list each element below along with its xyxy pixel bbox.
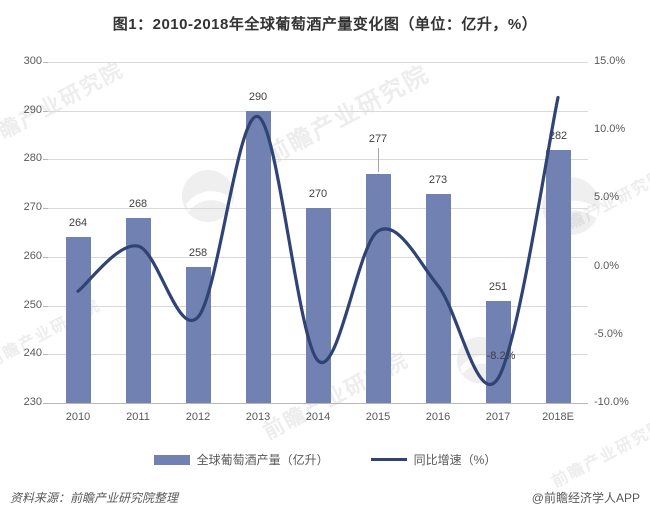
legend-label-production: 全球葡萄酒产量（亿升）	[196, 453, 329, 467]
credit: @前瞻经济学人APP	[531, 491, 640, 505]
line-series-swatch	[370, 458, 407, 461]
bar-2014	[305, 208, 331, 403]
bar-label-2018E: 282	[548, 129, 568, 142]
x-tick-2014: 2014	[305, 411, 331, 423]
x-tick-2016: 2016	[425, 411, 451, 423]
x-tick-2010: 2010	[65, 411, 91, 423]
bar-label-2012: 258	[188, 246, 208, 259]
bar-2012	[185, 266, 211, 403]
x-tick-2017: 2017	[485, 411, 511, 423]
bar-label-2013: 290	[248, 90, 268, 103]
bar-label-leader-line	[378, 148, 379, 172]
y-axis-tick-left	[43, 159, 48, 161]
y-axis-label-left: 260	[23, 249, 42, 262]
legend-item-growth: 同比增速（%）	[370, 451, 497, 468]
bar-2011	[125, 217, 151, 403]
y-axis-label-left: 280	[23, 152, 42, 165]
y-axis-label-right: -5.0%	[594, 327, 623, 340]
y-axis-tick-left	[43, 354, 48, 356]
bar-label-2016: 273	[428, 173, 448, 186]
legend: 全球葡萄酒产量（亿升） 同比增速（%）	[0, 451, 650, 468]
y-axis-label-right: 15.0%	[594, 55, 626, 67]
bar-series-swatch	[153, 454, 190, 465]
y-axis-tick-left	[43, 62, 48, 63]
y-axis-label-left: 290	[23, 103, 42, 116]
y-axis-label-left: 300	[23, 55, 42, 67]
source-note: 资料来源：前瞻产业研究院整理	[10, 491, 179, 505]
y-axis-label-right: -10.0%	[594, 396, 629, 408]
y-axis-label-right: 0.0%	[594, 259, 620, 272]
x-axis-line	[48, 403, 588, 404]
bar-label-2015: 277	[368, 133, 388, 145]
bar-2015	[365, 174, 391, 403]
bar-2018E	[545, 149, 571, 403]
y-axis-tick-left	[43, 110, 48, 112]
bar-label-2014: 270	[308, 188, 328, 201]
x-tick-2012: 2012	[185, 411, 211, 423]
x-tick-2011: 2011	[126, 411, 150, 423]
bar-label-2011: 268	[128, 197, 148, 210]
y-axis-label-left: 240	[23, 347, 42, 360]
legend-item-production: 全球葡萄酒产量（亿升）	[153, 451, 329, 468]
chart-title: 图1：2010-2018年全球葡萄酒产量变化图（单位：亿升，%）	[112, 16, 538, 33]
bar-label-2010: 264	[68, 217, 88, 230]
y-axis-label-right: 5.0%	[594, 191, 620, 204]
footer: 资料来源：前瞻产业研究院整理 @前瞻经济学人APP	[10, 489, 640, 506]
y-axis-tick-left	[43, 305, 48, 307]
y-axis-label-right: 10.0%	[594, 123, 626, 136]
line-annotation: -8.2%	[486, 350, 516, 363]
y-axis-label-left: 270	[23, 201, 42, 214]
y-axis-label-left: 250	[23, 298, 42, 311]
gridline	[48, 62, 588, 63]
y-axis-label-left: 230	[23, 396, 42, 408]
y-axis-tick-left	[43, 256, 48, 258]
bar-label-2017: 251	[488, 280, 508, 293]
gridline	[48, 159, 588, 161]
y-axis-tick-left	[43, 403, 48, 404]
gridline	[48, 110, 588, 112]
x-tick-2015: 2015	[365, 411, 391, 423]
x-tick-2018E: 2018E	[542, 411, 574, 423]
x-tick-2013: 2013	[245, 411, 271, 423]
bar-2010	[65, 237, 91, 403]
legend-label-growth: 同比增速（%）	[413, 453, 497, 467]
y-axis-tick-left	[43, 208, 48, 210]
bar-2013	[245, 110, 271, 403]
bar-2016	[425, 193, 451, 403]
